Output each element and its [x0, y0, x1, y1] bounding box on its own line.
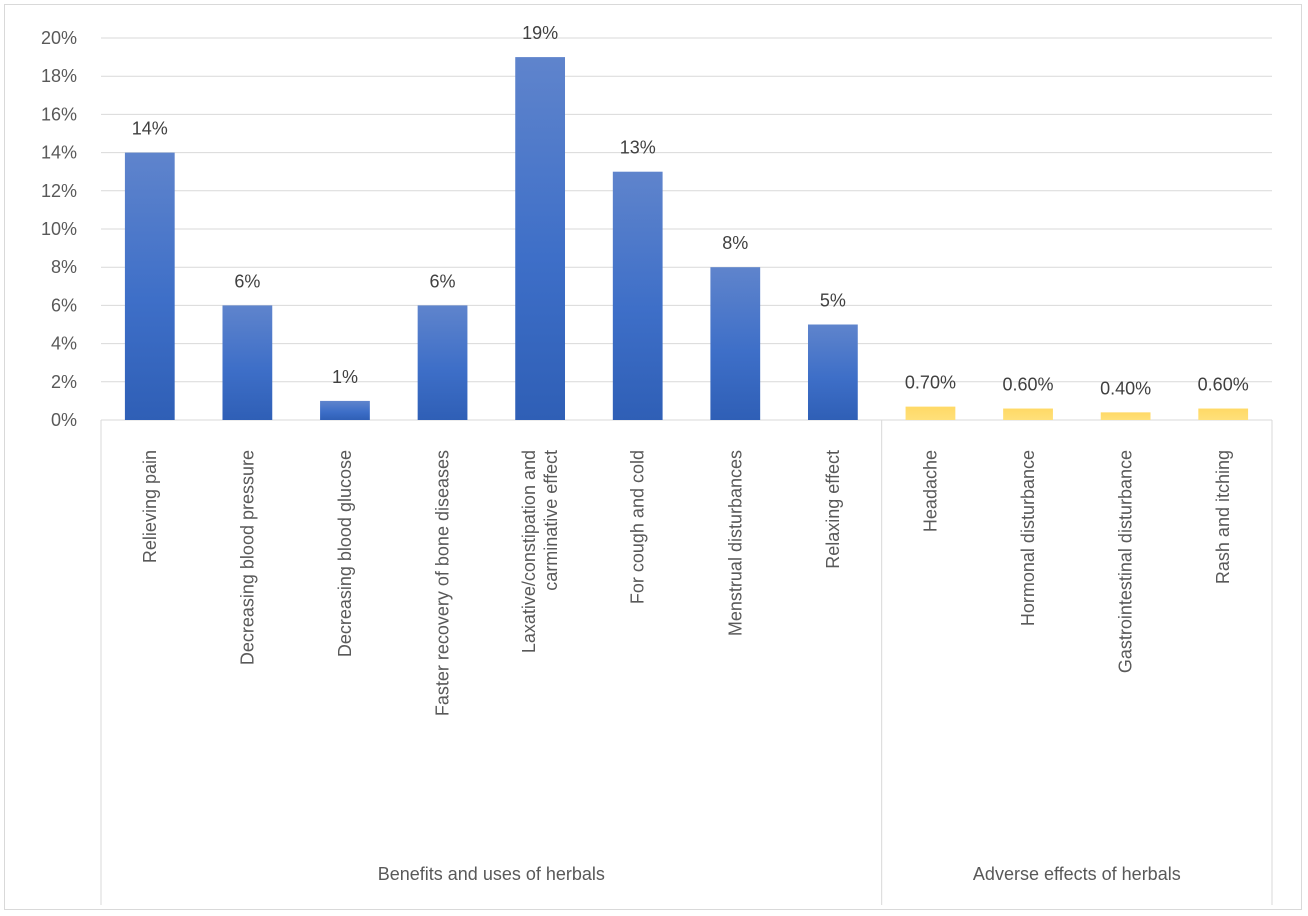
bar — [710, 267, 761, 420]
y-tick-label: 2% — [51, 372, 77, 392]
category-label: Relieving pain — [140, 450, 160, 563]
y-tick-label: 20% — [41, 28, 77, 48]
category-label: For cough and cold — [628, 450, 648, 604]
y-tick-label: 14% — [41, 143, 77, 163]
bar — [1100, 412, 1151, 420]
data-label: 0.60% — [1198, 375, 1249, 395]
category-label: Decreasing blood glucose — [335, 450, 355, 657]
data-label: 0.40% — [1100, 378, 1151, 398]
bar — [515, 57, 566, 420]
category-label: carminative effect — [541, 450, 561, 591]
category-label: Faster recovery of bone diseases — [433, 450, 453, 716]
category-label: Gastrointestinal disturbance — [1116, 450, 1136, 673]
data-label: 0.60% — [1003, 375, 1054, 395]
bar — [222, 305, 273, 420]
y-tick-label: 8% — [51, 257, 77, 277]
category-label: Menstrual disturbances — [725, 450, 745, 636]
y-axis-tick-labels: 0% 2% 4% 6% 8% 10% 12% 14% 16% 18% 20% — [41, 28, 77, 430]
data-label: 14% — [132, 119, 168, 139]
gridlines — [100, 37, 1273, 905]
bar — [612, 171, 663, 420]
category-label: Headache — [920, 450, 940, 532]
data-label: 0.70% — [905, 373, 956, 393]
bars — [124, 57, 1249, 420]
category-label: Hormonal disturbance — [1018, 450, 1038, 626]
bar-chart: 0% 2% 4% 6% 8% 10% 12% 14% 16% 18% 20% 14% 6% 1% 6% 19… — [41, 23, 1273, 905]
y-tick-label: 6% — [51, 295, 77, 315]
y-tick-label: 18% — [41, 66, 77, 86]
group-label: Benefits and uses of herbals — [378, 864, 605, 884]
category-label: Decreasing blood pressure — [237, 450, 257, 665]
y-tick-label: 0% — [51, 410, 77, 430]
category-labels: Relieving pain Decreasing blood pressure D… — [140, 450, 1233, 716]
group-label: Adverse effects of herbals — [973, 864, 1181, 884]
y-tick-label: 16% — [41, 104, 77, 124]
bar — [417, 305, 468, 420]
data-label: 19% — [522, 23, 558, 43]
data-label: 13% — [620, 138, 656, 158]
data-label: 6% — [234, 271, 260, 291]
bar — [124, 152, 175, 420]
data-label: 1% — [332, 367, 358, 387]
chart-area: 0% 2% 4% 6% 8% 10% 12% 14% 16% 18% 20% 14% 6% 1% 6% 19… — [4, 4, 1302, 910]
bar — [905, 406, 956, 420]
data-label: 8% — [722, 233, 748, 253]
y-tick-label: 10% — [41, 219, 77, 239]
category-label: Laxative/constipation and — [519, 450, 539, 653]
y-tick-label: 4% — [51, 334, 77, 354]
data-label: 6% — [430, 271, 456, 291]
group-labels: Benefits and uses of herbals Adverse effe… — [378, 864, 1181, 884]
y-tick-label: 12% — [41, 181, 77, 201]
bar — [320, 400, 370, 420]
category-label: Relaxing effect — [823, 450, 843, 569]
bar — [1003, 408, 1053, 420]
bar — [1198, 408, 1249, 420]
bar — [807, 324, 858, 420]
data-label: 5% — [820, 291, 846, 311]
data-labels: 14% 6% 1% 6% 19% 13% 8% 5% 0.70% 0.60% 0.40% 0.60% — [132, 23, 1249, 398]
category-label: Rash and itching — [1213, 450, 1233, 584]
